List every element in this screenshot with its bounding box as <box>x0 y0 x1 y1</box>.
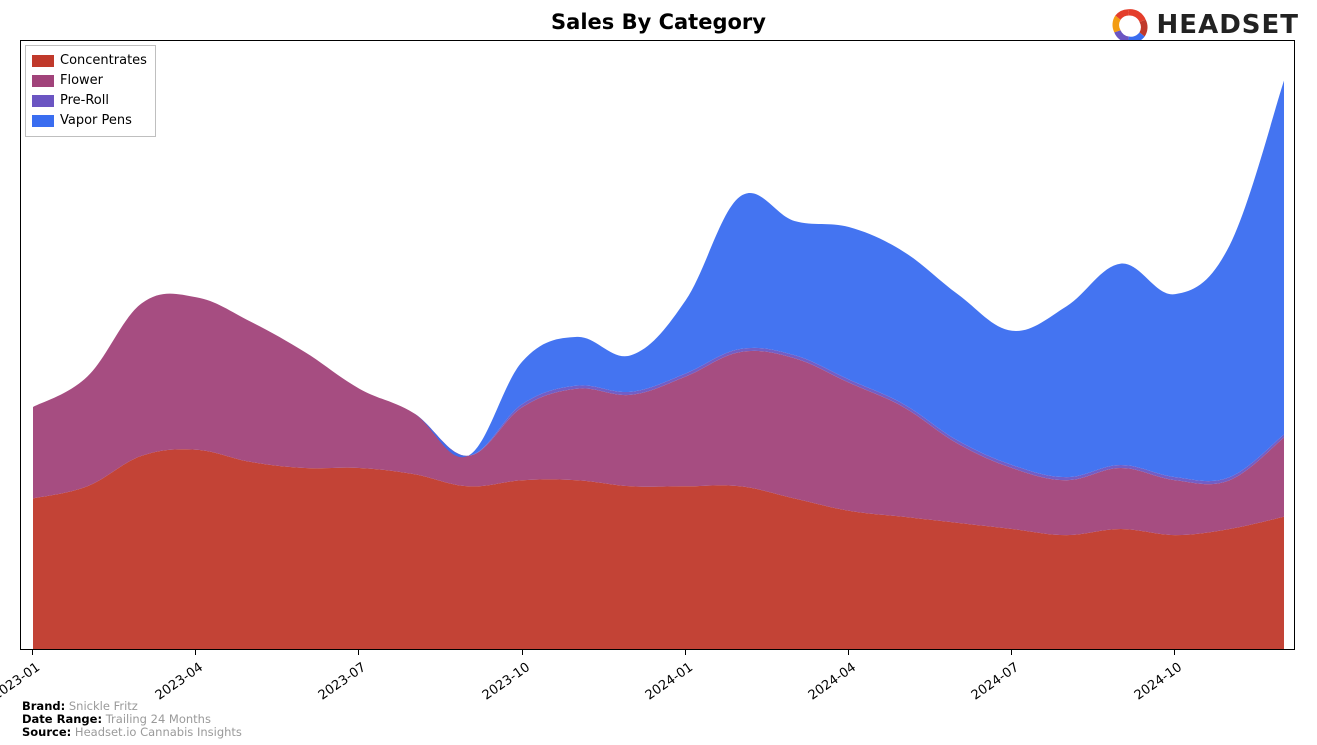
chart-footer: Brand: Snickle Fritz Date Range: Trailin… <box>22 700 242 739</box>
x-tick-mark <box>32 650 33 655</box>
legend-label: Pre-Roll <box>60 91 109 111</box>
legend-label: Flower <box>60 71 103 91</box>
logo-text: HEADSET <box>1157 10 1299 40</box>
legend-item-concentrates: Concentrates <box>32 51 147 71</box>
legend-swatch <box>32 75 54 87</box>
footer-range-label: Date Range: <box>22 712 102 726</box>
x-tick-label: 2024-01 <box>643 660 696 703</box>
plot-area <box>20 40 1295 650</box>
x-tick-mark <box>522 650 523 655</box>
footer-brand-value: Snickle Fritz <box>69 699 138 713</box>
stacked-area-svg <box>21 41 1295 650</box>
footer-brand-label: Brand: <box>22 699 65 713</box>
x-tick-mark <box>1011 650 1012 655</box>
x-tick-label: 2023-07 <box>316 660 369 703</box>
footer-source-value: Headset.io Cannabis Insights <box>75 725 242 739</box>
legend-label: Concentrates <box>60 51 147 71</box>
x-tick-label: 2024-04 <box>806 660 859 703</box>
legend-swatch <box>32 55 54 67</box>
footer-range-value: Trailing 24 Months <box>106 712 211 726</box>
x-tick-label: 2024-10 <box>1132 660 1185 703</box>
x-tick-mark <box>848 650 849 655</box>
x-tick-mark <box>358 650 359 655</box>
chart-container: Sales By Category HEADSET ConcentratesFl… <box>0 0 1317 745</box>
legend-swatch <box>32 115 54 127</box>
legend-label: Vapor Pens <box>60 111 132 131</box>
legend-swatch <box>32 95 54 107</box>
x-tick-mark <box>195 650 196 655</box>
x-tick-label: 2023-04 <box>153 660 206 703</box>
x-tick-label: 2023-01 <box>0 660 43 703</box>
x-tick-label: 2024-07 <box>969 660 1022 703</box>
x-tick-mark <box>685 650 686 655</box>
legend-item-flower: Flower <box>32 71 147 91</box>
x-tick-mark <box>1174 650 1175 655</box>
footer-source-label: Source: <box>22 725 71 739</box>
legend-item-vapor-pens: Vapor Pens <box>32 111 147 131</box>
legend-item-pre-roll: Pre-Roll <box>32 91 147 111</box>
x-tick-label: 2023-10 <box>479 660 532 703</box>
chart-legend: ConcentratesFlowerPre-RollVapor Pens <box>25 45 156 137</box>
